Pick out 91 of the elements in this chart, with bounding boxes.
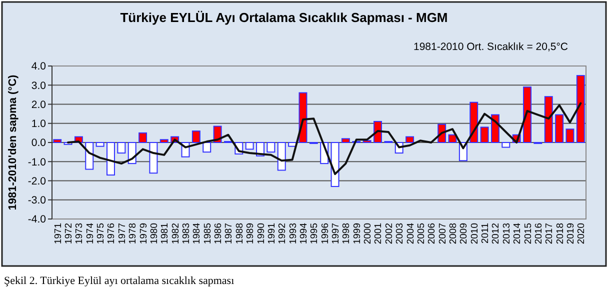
x-tick-label: 1971: [52, 223, 64, 244]
bar: [266, 142, 276, 153]
x-tick-label: 1980: [148, 223, 160, 244]
y-tick-label: 3.0: [31, 80, 46, 92]
x-tick-label: 1991: [266, 223, 278, 244]
x-tick-label: 1999: [352, 223, 363, 244]
bar: [53, 139, 62, 143]
x-tick-label: 1996: [320, 223, 331, 244]
bar: [341, 138, 350, 143]
bar: [138, 132, 148, 143]
x-tick-label: 1975: [96, 223, 107, 244]
bar: [555, 114, 564, 143]
bar: [576, 75, 585, 143]
x-tick-label: 1979: [138, 223, 150, 244]
bar: [160, 139, 168, 143]
x-tick-label: 2017: [544, 223, 556, 244]
x-tick-label: 2019: [565, 223, 576, 244]
x-tick-label: 2013: [501, 223, 512, 244]
x-tick-label: 2007: [437, 223, 448, 244]
x-tick-label: 1981: [160, 223, 171, 244]
bar: [502, 142, 510, 148]
bar: [192, 130, 200, 143]
x-tick-label: 2012: [490, 223, 502, 244]
x-tick-label: 1977: [116, 223, 128, 244]
y-tick-label: -3.0: [28, 194, 46, 207]
bar: [490, 114, 500, 143]
x-tick-label: 1982: [170, 223, 182, 244]
bar: [480, 126, 489, 143]
text: Şekil 2. Türkiye Eylül ayı ortalama sıcaklık sapması: [4, 275, 234, 287]
x-tick-label: 1989: [245, 223, 256, 244]
x-tick-label: 1990: [256, 223, 267, 244]
x-tick-label: 1976: [106, 223, 118, 244]
bar: [544, 96, 553, 143]
bar: [245, 142, 254, 150]
x-tick-label: 2016: [533, 223, 544, 244]
y-tick-label: -2.0: [28, 175, 46, 188]
x-tick-label: 2018: [554, 223, 566, 244]
x-tick-label: 1978: [128, 223, 139, 244]
bar: [523, 86, 532, 143]
x-tick-label: 1973: [74, 223, 86, 244]
x-tick-label: 2014: [512, 223, 524, 244]
x-tick-label: 2009: [458, 223, 470, 244]
y-axis-title: 1981-2010'den sapma (°C): [7, 74, 19, 210]
x-tick-label: 1974: [84, 223, 96, 244]
x-tick-label: 2004: [405, 223, 416, 244]
x-tick-label: 1987: [224, 223, 235, 244]
x-tick-label: 1992: [277, 223, 288, 244]
x-tick-label: 2003: [394, 223, 406, 244]
y-tick-label: 2.0: [31, 98, 46, 111]
bar: [85, 142, 94, 170]
x-tick-label: 1985: [202, 223, 214, 244]
x-tick-label: 1998: [341, 223, 352, 244]
bar: [202, 142, 212, 153]
x-tick-label: 1995: [309, 223, 320, 244]
chart-title: Türkiye EYLÜL Ayı Ortalama Sıcaklık Sapması - MGM: [120, 10, 448, 25]
x-tick-label: 1993: [288, 223, 299, 244]
x-tick-label: 2002: [384, 223, 395, 244]
bar: [406, 136, 414, 143]
x-tick-label: 2006: [426, 223, 438, 244]
x-tick-label: 1986: [213, 223, 224, 244]
x-tick-label: 1983: [181, 223, 192, 244]
bar: [117, 142, 126, 154]
bar: [330, 142, 340, 187]
x-tick-label: 2001: [373, 223, 384, 244]
x-tick-label: 2015: [522, 223, 534, 244]
x-tick-label: 1972: [64, 223, 75, 244]
x-tick-label: 2011: [480, 223, 492, 244]
x-tick-label: 2005: [416, 223, 427, 244]
x-tick-label: 1988: [234, 223, 246, 244]
x-tick-label: 2008: [448, 223, 459, 244]
x-tick-label: 1997: [330, 223, 342, 244]
bar: [566, 128, 574, 143]
line-series: [67, 102, 582, 176]
y-tick-label: -1.0: [28, 156, 46, 168]
x-tick-label: 1994: [298, 223, 310, 244]
x-tick-label: 1984: [192, 223, 203, 244]
y-tick-label: 4.0: [31, 60, 46, 73]
y-tick-label: 0.0: [31, 137, 46, 150]
bar: [277, 142, 286, 171]
y-tick-label: -4.0: [28, 214, 46, 226]
bar: [149, 142, 158, 174]
x-tick-label: 2000: [362, 223, 374, 244]
x-tick-label: 2020: [576, 223, 588, 244]
bar: [288, 142, 297, 147]
y-tick-label: 1.0: [31, 118, 46, 130]
x-tick-label: 2010: [469, 223, 480, 244]
chart-subtitle: 1981-2010 Ort. Sıcaklık = 20,5°C: [414, 41, 568, 53]
bar: [298, 92, 308, 143]
bar: [106, 142, 115, 176]
bar: [470, 102, 478, 143]
bar: [96, 142, 104, 147]
